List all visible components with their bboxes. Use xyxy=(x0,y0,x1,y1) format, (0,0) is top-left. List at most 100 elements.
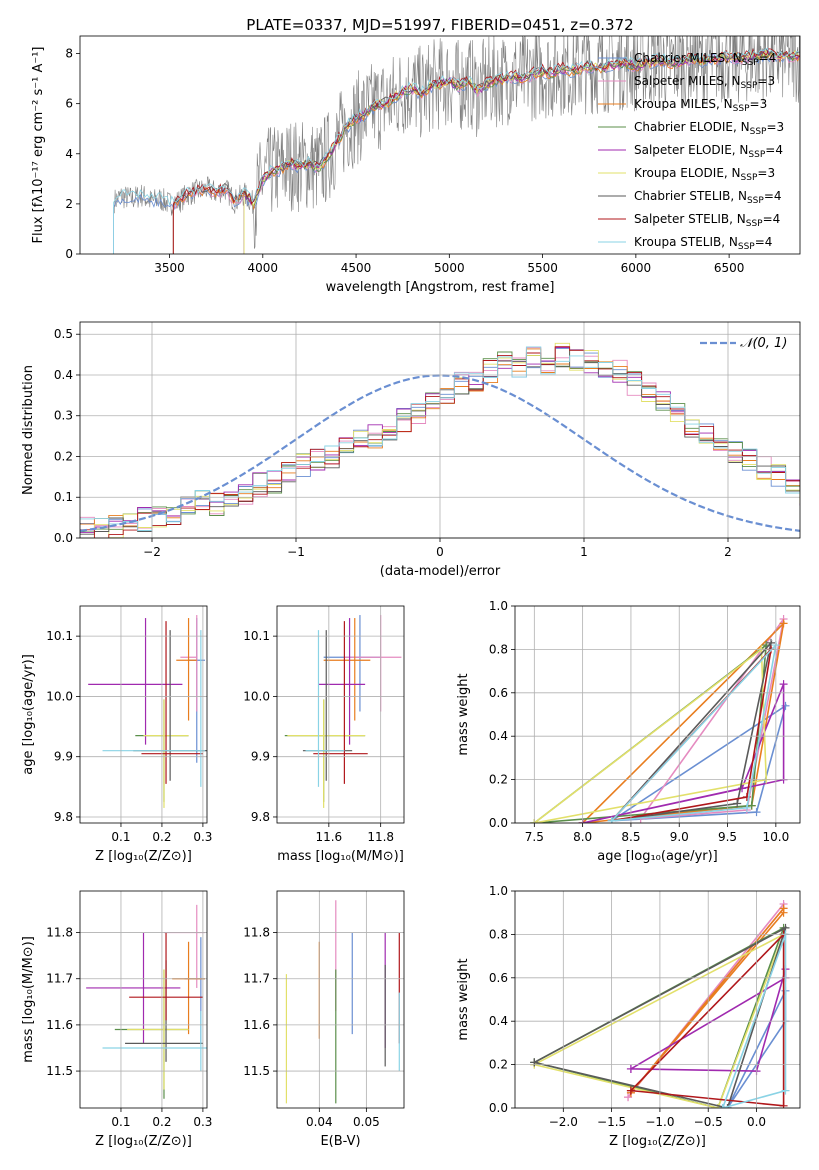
y-tick-label: 11.5 xyxy=(243,1064,270,1078)
legend-entry: Chabrier STELIB, NSSP=4 xyxy=(634,189,782,206)
x-tick-label: 11.8 xyxy=(367,830,394,844)
x-tick-label: 0 xyxy=(436,545,444,559)
y-tick-label: 0 xyxy=(65,247,73,261)
y-tick-label: 0.8 xyxy=(489,927,508,941)
legend-value: =3 xyxy=(757,166,775,180)
x-tick-label: 6500 xyxy=(714,261,745,275)
legend-subscript: SSP xyxy=(738,242,755,252)
x-tick-label: 2 xyxy=(724,545,732,559)
plot-area xyxy=(86,904,207,1099)
x-tick-label: 9.5 xyxy=(718,830,737,844)
x-tick-label: 10.0 xyxy=(762,830,789,844)
y-tick-label: 0.5 xyxy=(54,327,73,341)
axes-frame xyxy=(79,605,208,824)
weight-marker xyxy=(779,908,788,917)
x-axis-label: wavelength [Angstrom, rest frame] xyxy=(326,280,555,295)
y-tick-label: 0.8 xyxy=(489,642,508,656)
x-axis-label: mass [log₁₀(M/M⊙)] xyxy=(277,849,404,864)
figure-title: PLATE=0337, MJD=51997, FIBERID=0451, z=0… xyxy=(246,16,633,34)
y-tick-label: 0.1 xyxy=(54,490,73,504)
weight-marker xyxy=(781,701,790,710)
x-tick-label: 0.05 xyxy=(353,1115,380,1129)
plot-area xyxy=(530,615,790,823)
axes-frame xyxy=(276,890,405,1109)
panel-weight_vs_Z: −2.0 −1.5 −1.0 −0.5 0.0 0.0 0.2 0.4 0.6 0.8 1.0 Z [… xyxy=(456,884,801,1149)
x-axis-label: (data-model)/error xyxy=(380,564,501,579)
y-axis-label: mass weight xyxy=(456,673,471,755)
observed-spectrum-line xyxy=(114,36,800,249)
legend-subscript: SSP xyxy=(747,196,764,206)
y-tick-label: 0.3 xyxy=(54,409,73,423)
x-tick-label: 3500 xyxy=(154,261,185,275)
legend-entry: Chabrier MILES, NSSP=4 xyxy=(634,51,776,68)
y-tick-label: 0.0 xyxy=(489,1101,508,1115)
y-axis-label: mass weight xyxy=(456,958,471,1040)
model-series-line xyxy=(172,48,800,254)
axes-frame xyxy=(276,605,405,824)
legend-subscript: SSP xyxy=(742,58,759,68)
y-tick-label: 9.8 xyxy=(251,810,270,824)
x-axis-label: Z [log₁₀(Z/Z⊙)] xyxy=(95,849,192,864)
plot-area xyxy=(88,615,207,808)
y-tick-label: 9.8 xyxy=(54,810,73,824)
weight-line xyxy=(582,621,785,823)
weight-marker xyxy=(626,1064,635,1073)
x-tick-label: 8.0 xyxy=(573,830,592,844)
weight-line xyxy=(611,642,778,822)
y-tick-label: 11.6 xyxy=(243,1018,270,1032)
x-tick-label: −1 xyxy=(287,545,305,559)
legend-subscript: SSP xyxy=(746,219,763,229)
y-tick-label: 8 xyxy=(65,47,73,61)
weight-marker xyxy=(747,801,756,810)
weight-marker xyxy=(781,1086,790,1095)
axes-frame xyxy=(514,890,801,1109)
panel-age_vs_mass: 11.6 11.8 9.8 9.9 10.0 10.1 mass [log₁₀(M/M⊙)] xyxy=(243,605,405,864)
panel-weight_vs_age: 7.5 8.0 8.5 9.0 9.5 10.0 0.0 0.2 0.4 0.6 0.8 1.0 age… xyxy=(456,599,801,864)
x-tick-label: 4000 xyxy=(248,261,279,275)
x-tick-label: 0.2 xyxy=(152,1115,171,1129)
legend-entry: Chabrier ELODIE, NSSP=3 xyxy=(634,120,784,137)
x-tick-label: 6000 xyxy=(621,261,652,275)
x-tick-label: −2 xyxy=(143,545,161,559)
y-tick-label: 0.4 xyxy=(489,729,508,743)
y-tick-label: 11.8 xyxy=(46,926,73,940)
plot-area xyxy=(284,615,402,808)
x-tick-label: 5000 xyxy=(434,261,465,275)
y-tick-label: 0.0 xyxy=(489,816,508,830)
panel-mass_vs_Z: 0.1 0.2 0.3 11.5 11.6 11.7 11.8 Z [log₁₀(Z/Z⊙)]… xyxy=(21,890,212,1149)
panel-mass_vs_EBV: 0.04 0.05 11.5 11.6 11.7 11.8 E(B-V) xyxy=(243,890,405,1149)
legend-entry: Salpeter ELODIE, NSSP=4 xyxy=(634,143,783,160)
y-tick-label: 0.0 xyxy=(54,531,73,545)
x-axis-label: E(B-V) xyxy=(320,1134,360,1149)
x-tick-label: 1 xyxy=(580,545,588,559)
y-tick-label: 0.4 xyxy=(54,368,73,382)
y-tick-label: 11.5 xyxy=(46,1064,73,1078)
y-tick-label: 0.2 xyxy=(489,773,508,787)
legend-subscript: SSP xyxy=(741,81,758,91)
x-tick-label: −2.0 xyxy=(549,1115,578,1129)
weight-marker xyxy=(626,1086,635,1095)
weight-marker xyxy=(530,1058,539,1067)
panel-spectrum: 3500 4000 4500 5000 5500 6000 6500 0 2 4 6 8 wavelen… xyxy=(31,35,801,295)
x-tick-label: 11.6 xyxy=(315,830,342,844)
plot-area xyxy=(285,900,400,1104)
plot-area xyxy=(80,342,800,538)
weight-marker xyxy=(779,680,788,689)
y-tick-label: 1.0 xyxy=(489,884,508,898)
y-axis-label: Normed distribution xyxy=(21,365,36,495)
legend-value: =3 xyxy=(757,74,775,88)
legend-value: =4 xyxy=(755,235,773,249)
plot-area xyxy=(113,36,800,254)
weight-marker xyxy=(718,1104,727,1108)
y-tick-label: 9.9 xyxy=(251,750,270,764)
x-tick-label: 0.0 xyxy=(747,1115,766,1129)
y-tick-label: 11.7 xyxy=(243,972,270,986)
y-tick-label: 2 xyxy=(65,197,73,211)
y-tick-label: 1.0 xyxy=(489,599,508,613)
model-series-line xyxy=(172,48,800,254)
y-axis-label: mass [log₁₀(M/M⊙)] xyxy=(21,936,36,1063)
weight-line xyxy=(630,906,785,1094)
legend-value: =4 xyxy=(763,212,781,226)
x-axis-label: Z [log₁₀(Z/Z⊙)] xyxy=(609,1134,706,1149)
y-tick-label: 0.2 xyxy=(54,449,73,463)
